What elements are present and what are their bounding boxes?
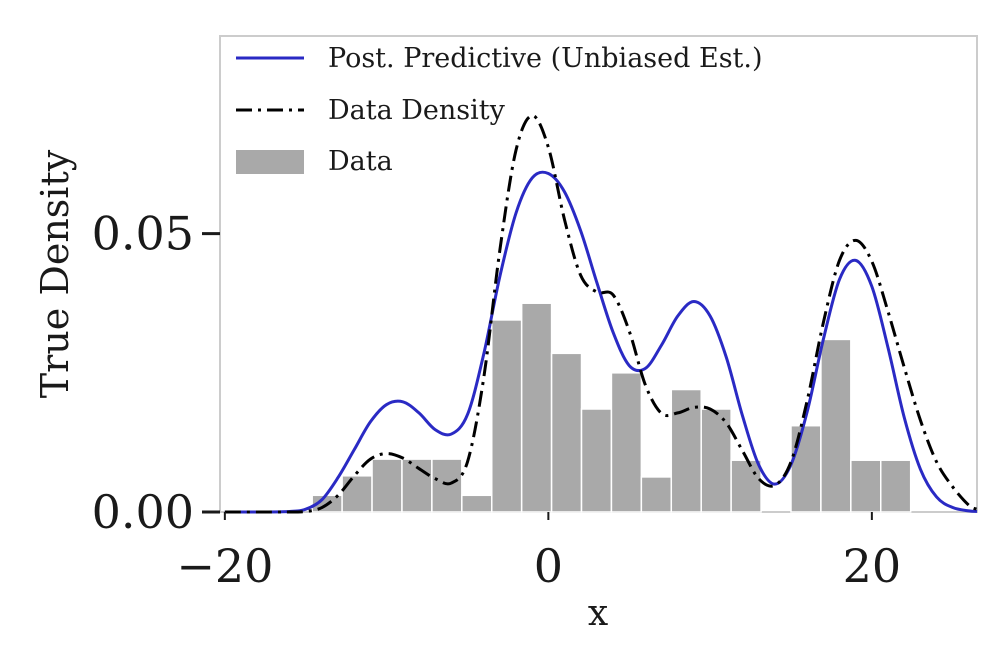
histogram-bar xyxy=(490,319,523,513)
legend-data-swatch xyxy=(236,150,304,174)
legend-data-label: Data xyxy=(328,146,393,177)
x-tick-label: −20 xyxy=(176,539,273,593)
histogram-bar xyxy=(880,459,912,513)
y-tick-label: 0.05 xyxy=(92,207,194,261)
histogram-bar xyxy=(550,352,583,513)
histogram-bars xyxy=(311,302,912,513)
posterior-predictive-line xyxy=(224,170,978,514)
legend: Post. Predictive (Unbiased Est.) Data De… xyxy=(236,43,763,177)
histogram-bar xyxy=(640,476,673,513)
histogram-bar xyxy=(790,424,822,513)
histogram-bar xyxy=(580,408,613,513)
x-tick-label: 20 xyxy=(843,539,902,593)
density-lines xyxy=(224,114,978,514)
histogram-bar xyxy=(401,458,433,513)
histogram-bar xyxy=(431,458,463,513)
histogram-bar xyxy=(610,372,643,513)
histogram-bar xyxy=(341,475,373,513)
x-tick-label: 0 xyxy=(534,539,563,593)
histogram-bar xyxy=(820,338,852,513)
legend-data-density-label: Data Density xyxy=(328,95,506,126)
histogram-bar xyxy=(850,459,882,513)
y-tick-label: 0.00 xyxy=(92,485,194,539)
data-density-line xyxy=(224,114,978,514)
histogram-bar xyxy=(730,459,762,513)
axes: −20 0 20 0.00 0.05 xyxy=(92,207,902,593)
x-axis-label: x xyxy=(588,593,608,634)
legend-posterior-label: Post. Predictive (Unbiased Est.) xyxy=(328,43,763,74)
histogram-bar xyxy=(461,494,493,513)
histogram-bar xyxy=(520,302,553,513)
histogram-bar xyxy=(371,458,403,513)
y-axis-label: True Density xyxy=(33,149,77,398)
histogram-bar xyxy=(700,408,732,513)
